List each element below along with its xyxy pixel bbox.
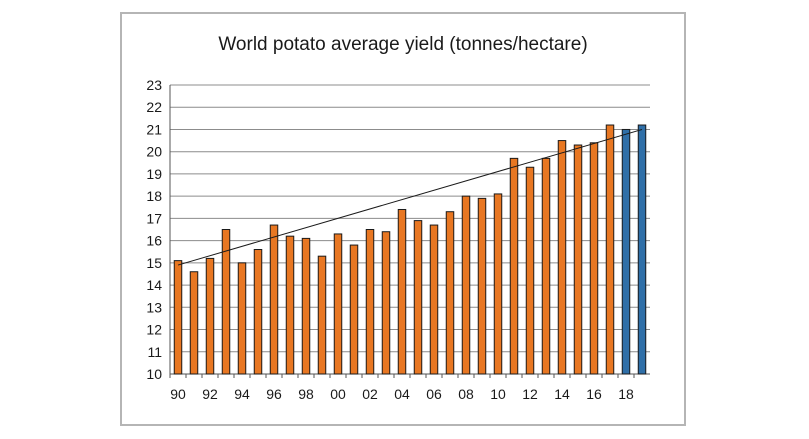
- bar: [269, 224, 279, 375]
- x-tick-label: 06: [426, 386, 442, 402]
- y-tick-label: 21: [146, 121, 162, 137]
- x-tick-label: 94: [234, 386, 250, 402]
- bar: [477, 197, 487, 375]
- y-tick-label: 17: [146, 210, 162, 226]
- x-tick-label: 16: [586, 386, 602, 402]
- x-tick-label: 92: [202, 386, 218, 402]
- bar: [637, 124, 647, 375]
- bar: [333, 233, 343, 375]
- y-tick-label: 15: [146, 255, 162, 271]
- y-tick-label: 23: [146, 77, 162, 93]
- bar: [397, 208, 407, 375]
- bar: [573, 144, 583, 375]
- x-tick-label: 96: [266, 386, 282, 402]
- bar: [557, 140, 567, 375]
- x-tick-label: 08: [458, 386, 474, 402]
- x-tick-label: 02: [362, 386, 378, 402]
- y-tick-label: 19: [146, 166, 162, 182]
- y-tick-label: 14: [146, 277, 162, 293]
- bar: [365, 229, 375, 375]
- bar: [541, 157, 551, 375]
- y-tick-label: 16: [146, 233, 162, 249]
- y-tick-label: 22: [146, 99, 162, 115]
- x-tick-label: 10: [490, 386, 506, 402]
- chart-title: World potato average yield (tonnes/hecta…: [218, 34, 588, 55]
- x-tick-label: 14: [554, 386, 570, 402]
- chart-svg: 10 11 12 13 14 15 16 17 18 19 20 21 22 23 90 92 94 96 98 00…: [146, 77, 650, 402]
- x-tick-label: 00: [330, 386, 346, 402]
- x-tick-label: 12: [522, 386, 538, 402]
- y-tick-label: 20: [146, 144, 162, 160]
- x-tick-label: 04: [394, 386, 410, 402]
- y-tick-label: 12: [146, 322, 162, 338]
- x-tick-label: 18: [618, 386, 634, 402]
- y-tick-label: 11: [147, 344, 162, 360]
- y-tick-label: 10: [146, 366, 162, 382]
- chart-frame: World potato average yield (tonnes/hecta…: [120, 12, 686, 426]
- bar: [605, 124, 615, 375]
- bar: [349, 244, 359, 375]
- bar: [429, 224, 439, 375]
- bar: [509, 157, 519, 375]
- bar: [381, 231, 391, 375]
- bar: [413, 220, 423, 375]
- bar: [461, 195, 471, 375]
- y-tick-label: 13: [146, 299, 162, 315]
- bar: [237, 262, 247, 375]
- bar: [205, 257, 215, 375]
- bar: [221, 229, 231, 375]
- bar: [621, 128, 631, 375]
- bar: [173, 260, 183, 375]
- x-tick-label: 98: [298, 386, 314, 402]
- bar: [253, 249, 263, 375]
- bar: [189, 271, 199, 375]
- x-tick-label: 90: [170, 386, 186, 402]
- bar: [445, 211, 455, 375]
- bar: [285, 235, 295, 375]
- bar: [301, 237, 311, 375]
- bar: [589, 142, 599, 375]
- bar: [525, 166, 535, 375]
- bar: [493, 193, 503, 375]
- y-tick-label: 18: [146, 188, 162, 204]
- bar: [317, 255, 327, 375]
- trendline: [177, 128, 643, 266]
